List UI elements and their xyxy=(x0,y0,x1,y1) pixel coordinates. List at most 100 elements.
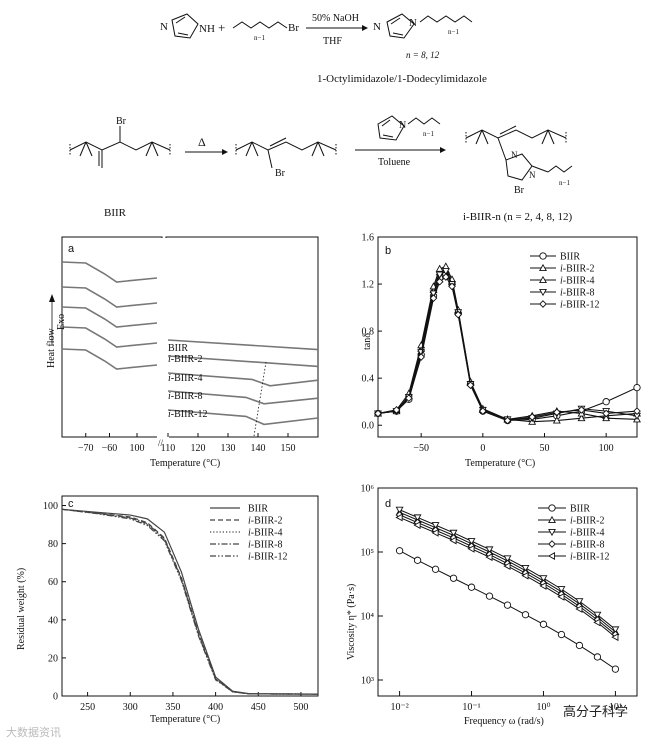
d-legend-label-i-biir-8: i-BIIR-8 xyxy=(570,540,604,551)
b-xtick-label: −50 xyxy=(413,443,429,454)
d-point-i-biir-12 xyxy=(539,581,547,590)
panel-d-xlabel: Frequency ω (rad/s) xyxy=(464,716,544,727)
product-chain-n-minus-1: n−1 xyxy=(448,28,459,36)
d-point-biir xyxy=(395,547,404,555)
d-point-i-biir-12 xyxy=(485,553,493,562)
d-point-i-biir-4 xyxy=(395,506,404,514)
d-point-biir xyxy=(557,630,566,639)
panel-a-frame-right xyxy=(165,236,319,438)
d-point-i-biir-4 xyxy=(575,598,584,606)
axis-break-marks: // xyxy=(158,438,164,448)
panel-a-ylabel-exo: Exo xyxy=(56,314,67,330)
b-point-i-biir-12 xyxy=(602,409,611,418)
b-legend-marker-i-biir-8 xyxy=(539,288,547,297)
c-legend-label-biir: BIIR xyxy=(248,504,268,515)
a-xtick-label: −60 xyxy=(102,443,118,454)
d-point-i-biir-4 xyxy=(593,611,602,619)
imidazole-n-label: N xyxy=(160,21,168,33)
d-xtick-label: 10⁻² xyxy=(390,702,408,713)
a-legend-i-biir-2: i-BIIR-2 xyxy=(168,354,202,365)
d-point-biir xyxy=(503,601,512,609)
c-xtick-label: 350 xyxy=(165,702,180,713)
a-curve-left-i-biir-4 xyxy=(61,306,158,328)
solvent-thf: THF xyxy=(323,36,342,47)
d-point-i-biir-4 xyxy=(413,514,422,522)
a-xtick-label: −70 xyxy=(78,443,94,454)
d-point-i-biir-4 xyxy=(611,626,620,634)
d-point-biir xyxy=(521,611,530,619)
c-line-i-biir-12 xyxy=(61,508,319,695)
panel-a-frame-left xyxy=(61,236,163,438)
a-xtick-label: 120 xyxy=(191,443,206,454)
biir-label: BIIR xyxy=(104,207,127,219)
b-series xyxy=(374,262,641,425)
b-point-i-biir-12 xyxy=(528,413,537,421)
d-point-biir xyxy=(611,665,620,673)
c-xtick-label: 250 xyxy=(80,702,95,713)
b-point-i-biir-12 xyxy=(577,406,586,414)
b-legend-label-i-biir-8: i-BIIR-8 xyxy=(560,288,594,299)
d-point-i-biir-12 xyxy=(395,513,403,522)
a-xtick-label: 150 xyxy=(281,443,296,454)
d-legend-marker-i-biir-12 xyxy=(547,552,556,560)
d-point-biir xyxy=(431,565,440,573)
b-point-i-biir-12 xyxy=(478,407,487,415)
d-point-i-biir-4 xyxy=(485,546,494,554)
c-ytick-label: 20 xyxy=(48,653,58,664)
exo-arrow xyxy=(49,294,55,345)
c-ytick-label: 100 xyxy=(43,501,58,512)
biir-structure xyxy=(69,126,171,168)
a-curve-right-i-biir-2 xyxy=(167,355,319,368)
panel-b-frame xyxy=(377,236,638,438)
watermark-right: 高分子科学 xyxy=(563,704,628,720)
d-legend-label-biir: BIIR xyxy=(570,504,590,515)
reagent-naoh: 50% NaOH xyxy=(312,13,359,24)
d-legend-marker-i-biir-2 xyxy=(548,515,556,524)
a-right-curves xyxy=(167,339,319,426)
b-point-i-biir-2 xyxy=(577,414,586,422)
c-legend-label-i-biir-2: i-BIIR-2 xyxy=(248,516,282,527)
alkyl-chain xyxy=(232,21,288,29)
b-legend-label-i-biir-4: i-BIIR-4 xyxy=(560,276,594,287)
ibiir-chain-n-minus-1: n−1 xyxy=(559,179,570,187)
d-point-i-biir-12 xyxy=(611,633,619,642)
ibiir-n-label-1: N xyxy=(511,150,518,160)
b-point-i-biir-12 xyxy=(633,407,641,415)
d-legend-marker-i-biir-4 xyxy=(548,528,556,537)
c-legend-label-i-biir-4: i-BIIR-4 xyxy=(248,528,282,539)
d-point-i-biir-12 xyxy=(575,604,583,613)
a-legend-biir: BIIR xyxy=(168,343,188,354)
b-point-i-biir-2 xyxy=(552,416,561,424)
c-xtick-label: 450 xyxy=(251,702,266,713)
b-point-i-biir-12 xyxy=(404,394,413,403)
d-xtick-label: 10¹ xyxy=(609,702,622,713)
d-legend-label-i-biir-2: i-BIIR-2 xyxy=(570,516,604,527)
d-xtick-label: 10⁰ xyxy=(536,702,550,713)
d-point-i-biir-12 xyxy=(413,521,421,530)
d-point-biir xyxy=(485,592,494,600)
b-legend-marker-i-biir-4 xyxy=(539,275,547,284)
c-xtick-label: 400 xyxy=(208,702,223,713)
d-legend-label-i-biir-4: i-BIIR-4 xyxy=(570,528,604,539)
b-point-i-biir-8 xyxy=(435,271,444,279)
panel-b-ylabel: tanδ xyxy=(362,333,373,350)
a-curve-left-biir xyxy=(61,261,158,283)
a-curve-right-i-biir-12 xyxy=(167,409,319,426)
a-curve-right-i-biir-8 xyxy=(167,390,319,405)
d-xtick-label: 10⁻¹ xyxy=(462,702,480,713)
d-point-biir xyxy=(449,574,458,582)
a-left-curves xyxy=(61,261,158,370)
b-ytick-label: 1.2 xyxy=(362,280,375,291)
d-point-i-biir-12 xyxy=(503,562,511,571)
ibiir-label: i-BIIR-n (n = 2, 4, 8, 12) xyxy=(463,211,572,223)
b-point-biir xyxy=(602,398,610,406)
a-legend-i-biir-8: i-BIIR-8 xyxy=(168,391,202,402)
c-series xyxy=(61,508,319,695)
